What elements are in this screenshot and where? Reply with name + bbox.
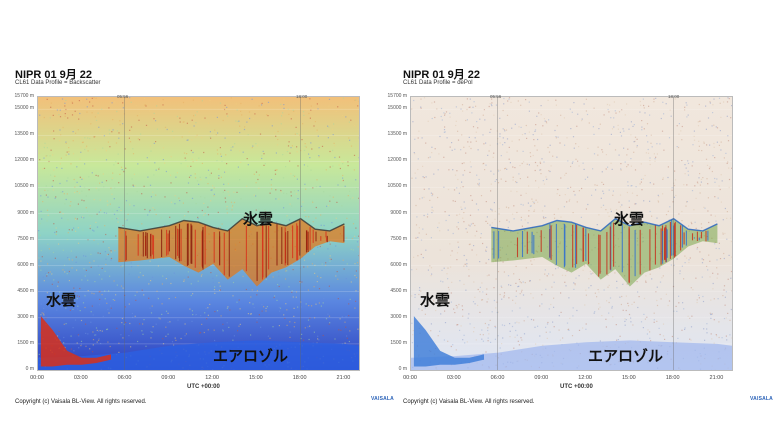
y-tick-label: 13500 m bbox=[14, 131, 34, 138]
annotation-water-cloud: 水雲 bbox=[46, 291, 77, 309]
chart-subtitle: CL61 Data Profile = Backscatter bbox=[15, 80, 101, 86]
y-tick-label: 0 m bbox=[25, 366, 34, 372]
annotation-aerosol: エアロゾル bbox=[213, 347, 289, 365]
ice-cloud-streaks bbox=[125, 220, 345, 281]
y-tick-label: 12000 m bbox=[387, 157, 407, 164]
aerosol-layer bbox=[411, 340, 732, 370]
x-tick-label: 00:00 bbox=[403, 375, 417, 381]
annotation-ice-cloud: 氷雲 bbox=[614, 210, 645, 228]
time-marker-right: 18:00 bbox=[668, 94, 680, 99]
x-tick-label: 21:00 bbox=[709, 375, 724, 381]
y-tick-label: 1500 m bbox=[390, 339, 407, 346]
chart-title: NIPR 01 9月 22 bbox=[403, 69, 481, 81]
x-tick-label: 15:00 bbox=[621, 375, 636, 381]
x-axis-title: UTC +00:00 bbox=[560, 384, 593, 390]
plot-area bbox=[410, 96, 734, 372]
x-tick-label: 09:00 bbox=[161, 375, 176, 381]
y-tick-label: 15000 m bbox=[387, 105, 407, 112]
heatmap-svg bbox=[411, 97, 734, 372]
x-tick-label: 00:00 bbox=[30, 375, 44, 381]
y-tick-label: 6000 m bbox=[17, 261, 34, 268]
brand-logo: VAISALA bbox=[750, 396, 773, 402]
x-tick-label: 18:00 bbox=[292, 375, 307, 381]
x-tick-label: 18:00 bbox=[665, 375, 680, 381]
heatmap-svg bbox=[38, 97, 360, 371]
x-tick-label: 06:00 bbox=[117, 375, 132, 381]
annotation-aerosol: エアロゾル bbox=[588, 347, 664, 365]
x-tick-label: 09:00 bbox=[534, 375, 549, 381]
x-tick-label: 21:00 bbox=[336, 375, 351, 381]
ice-cloud-top-edge bbox=[118, 217, 345, 232]
panel-depol: NIPR 01 9月 22 CL61 Data Profile = dePol … bbox=[388, 0, 778, 438]
y-tick-label: 3000 m bbox=[390, 313, 407, 320]
time-marker-right: 18:00 bbox=[296, 94, 308, 99]
x-tick-label: 12:00 bbox=[205, 375, 219, 381]
plot-area bbox=[37, 96, 360, 371]
y-tick-label: 4500 m bbox=[390, 287, 407, 294]
time-marker-left: 05:56 bbox=[490, 94, 502, 99]
y-tick-label: 0 m bbox=[398, 366, 407, 372]
copyright: Copyright (c) Vaisala BL-View. All right… bbox=[403, 399, 535, 405]
ice-cloud-streaks bbox=[493, 220, 709, 284]
chart-title: NIPR 01 9月 22 bbox=[15, 69, 93, 81]
y-tick-label: 4500 m bbox=[17, 287, 34, 294]
y-tick-label: 1500 m bbox=[17, 339, 34, 346]
y-tick-label: 15700 m bbox=[387, 93, 407, 99]
y-tick-label: 13500 m bbox=[387, 131, 407, 138]
brand-logo: VAISALA bbox=[371, 396, 394, 402]
x-tick-label: 06:00 bbox=[490, 375, 505, 381]
x-tick-label: 03:00 bbox=[73, 375, 88, 381]
x-axis-title: UTC +00:00 bbox=[187, 384, 220, 390]
y-tick-label: 10500 m bbox=[387, 183, 407, 190]
y-tick-label: 7500 m bbox=[390, 235, 407, 242]
y-tick-label: 10500 m bbox=[14, 183, 34, 190]
copyright: Copyright (c) Vaisala BL-View. All right… bbox=[15, 399, 147, 405]
y-tick-label: 9000 m bbox=[17, 209, 34, 216]
ice-cloud-top-edge bbox=[491, 217, 718, 232]
water-cloud-layer bbox=[40, 316, 111, 367]
y-tick-label: 7500 m bbox=[17, 235, 34, 242]
panel-backscatter: NIPR 01 9月 22 CL61 Data Profile = Backsc… bbox=[14, 69, 394, 405]
y-tick-label: 9000 m bbox=[390, 209, 407, 216]
y-tick-label: 15000 m bbox=[14, 105, 34, 112]
y-tick-label: 6000 m bbox=[390, 261, 407, 268]
time-marker-left: 05:56 bbox=[117, 94, 129, 99]
annotation-ice-cloud: 氷雲 bbox=[243, 210, 274, 228]
aerosol-layer bbox=[38, 340, 359, 370]
water-cloud-layer bbox=[413, 316, 484, 367]
x-tick-label: 12:00 bbox=[578, 375, 592, 381]
y-tick-label: 15700 m bbox=[14, 93, 34, 99]
x-tick-label: 03:00 bbox=[446, 375, 461, 381]
chart-subtitle: CL61 Data Profile = dePol bbox=[403, 80, 473, 86]
x-tick-label: 15:00 bbox=[248, 375, 263, 381]
y-tick-label: 3000 m bbox=[17, 313, 34, 320]
annotation-water-cloud: 水雲 bbox=[420, 291, 451, 309]
y-tick-label: 12000 m bbox=[14, 157, 34, 164]
